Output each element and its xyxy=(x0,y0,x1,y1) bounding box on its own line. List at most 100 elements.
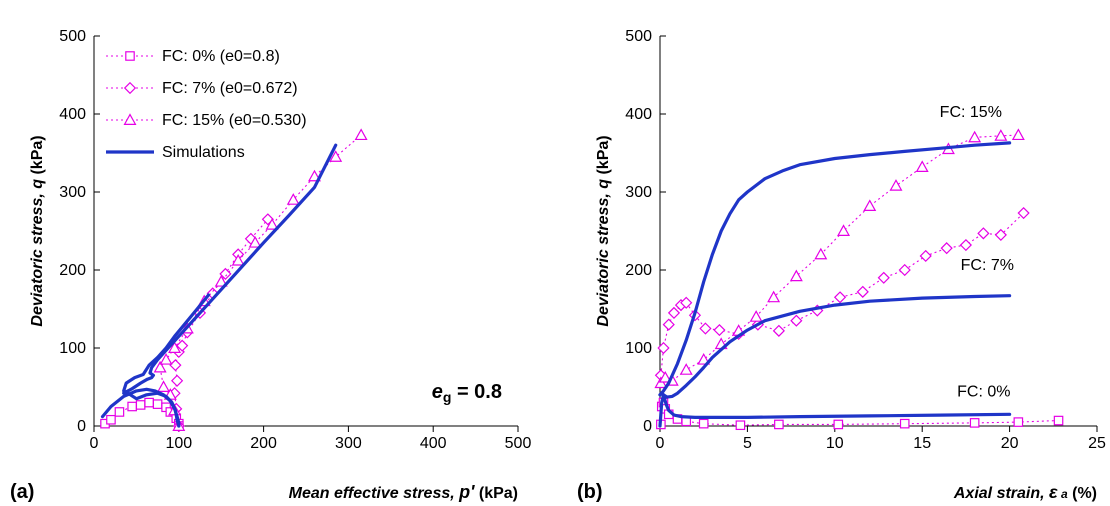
y-tick-label: 100 xyxy=(625,340,652,357)
data-point-triangle xyxy=(749,310,763,322)
data-point-diamond xyxy=(680,296,693,309)
data-point-diamond xyxy=(898,263,911,277)
legend-label: Simulations xyxy=(162,144,245,161)
data-point-diamond xyxy=(662,318,675,331)
data-point-diamond xyxy=(667,306,681,319)
x-tick-label: 10 xyxy=(826,435,844,452)
y-tick-label: 400 xyxy=(625,106,652,123)
data-point-square xyxy=(152,399,163,409)
data-point-triangle xyxy=(265,218,279,230)
data-point-diamond xyxy=(772,324,785,337)
data-point-triangle xyxy=(354,128,368,141)
panel-label: (a) xyxy=(10,481,34,503)
data-point-square xyxy=(1053,415,1064,426)
y-tick-label: 0 xyxy=(77,418,86,435)
data-point-square xyxy=(135,400,146,410)
x-tick-label: 500 xyxy=(505,435,532,452)
data-point-diamond xyxy=(169,359,182,372)
series-line-simulation xyxy=(122,293,211,428)
series-line-simulation xyxy=(658,141,1012,397)
x-tick-label: 15 xyxy=(913,435,931,452)
data-point-triangle xyxy=(248,236,262,248)
data-point-triangle xyxy=(329,150,343,162)
legend-label: FC: 7% (e0=0.672) xyxy=(162,80,298,97)
panel-label: (b) xyxy=(577,481,603,503)
y-tick-label: 0 xyxy=(643,418,652,435)
data-point-diamond xyxy=(790,314,803,327)
data-point-triangle xyxy=(1011,128,1025,141)
annotation-eg: eg = 0.8 xyxy=(432,381,502,405)
data-point-square xyxy=(144,397,154,408)
data-point-diamond xyxy=(833,291,847,304)
curve-label: FC: 0% xyxy=(957,383,1010,400)
x-tick-label: 0 xyxy=(90,435,99,452)
data-point-triangle xyxy=(658,370,672,383)
data-point-diamond xyxy=(919,249,932,263)
legend-swatch-diamond xyxy=(123,81,137,95)
data-point-triangle xyxy=(968,130,982,143)
data-point-square xyxy=(774,419,784,430)
data-point-triangle xyxy=(889,179,903,191)
data-point-diamond xyxy=(994,228,1007,241)
data-point-triangle xyxy=(159,353,173,365)
legend: FC: 0% (e0=0.8) FC: 7% (e0=0.672) FC: 15% … xyxy=(106,48,307,161)
data-point-triangle xyxy=(767,290,781,303)
data-point-triangle xyxy=(837,224,851,236)
legend-label: FC: 0% (e0=0.8) xyxy=(162,48,280,65)
x-tick-label: 20 xyxy=(1001,435,1019,452)
data-point-diamond xyxy=(940,242,953,255)
data-point-triangle xyxy=(214,275,228,287)
x-tick-label: 25 xyxy=(1088,435,1106,452)
y-tick-label: 400 xyxy=(59,106,86,123)
data-point-diamond xyxy=(657,341,670,355)
data-point-triangle xyxy=(697,353,711,365)
data-point-square xyxy=(899,418,910,429)
series-line-simulation xyxy=(122,143,338,395)
x-tick-label: 300 xyxy=(335,435,362,452)
x-tick-label: 200 xyxy=(250,435,277,452)
data-point-diamond xyxy=(959,238,972,252)
data-point-diamond xyxy=(977,227,990,240)
data-point-triangle xyxy=(994,129,1008,141)
x-tick-label: 400 xyxy=(420,435,447,452)
x-tick-label: 100 xyxy=(165,435,192,452)
series-line-triangle xyxy=(159,134,362,427)
data-point-triangle xyxy=(308,169,321,182)
data-point-triangle xyxy=(153,360,167,373)
data-point-triangle xyxy=(814,247,828,260)
y-axis-label: Deviatoric stress, q (kPa) xyxy=(595,135,612,326)
data-point-triangle xyxy=(789,269,803,282)
legend-swatch-square xyxy=(125,51,135,61)
x-axis-label: Axial strain, ε a (%) xyxy=(953,482,1097,502)
data-point-triangle xyxy=(231,253,245,266)
curve-label: FC: 7% xyxy=(961,257,1014,274)
data-point-diamond xyxy=(699,322,712,335)
legend-label: FC: 15% (e0=0.530) xyxy=(162,112,307,129)
y-tick-label: 200 xyxy=(59,262,86,279)
chart-panel-a: 0 100 200 300 400 500 0 100 200 300 400 500 Deviator… xyxy=(10,28,531,503)
data-point-diamond xyxy=(1017,206,1030,220)
data-point-triangle xyxy=(863,199,877,212)
data-point-diamond xyxy=(176,339,189,352)
y-axis-label: Deviatoric stress, q (kPa) xyxy=(29,135,46,326)
x-tick-label: 0 xyxy=(656,435,665,452)
data-point-diamond xyxy=(171,374,184,387)
data-point-square xyxy=(114,407,125,417)
y-tick-label: 500 xyxy=(625,28,652,45)
y-tick-label: 200 xyxy=(625,262,652,279)
data-point-diamond xyxy=(877,271,890,284)
data-point-triangle xyxy=(915,160,929,173)
data-point-square xyxy=(833,419,844,430)
data-point-diamond xyxy=(713,323,726,337)
data-point-diamond xyxy=(856,285,869,298)
data-point-square xyxy=(735,420,746,431)
legend-swatch-triangle xyxy=(123,113,137,125)
data-point-triangle xyxy=(679,363,693,375)
x-axis-label: Mean effective stress, p' (kPa) xyxy=(289,482,518,502)
data-point-triangle xyxy=(286,193,300,205)
data-point-square xyxy=(1013,417,1024,427)
y-tick-label: 500 xyxy=(59,28,86,45)
data-point-square xyxy=(127,401,137,412)
